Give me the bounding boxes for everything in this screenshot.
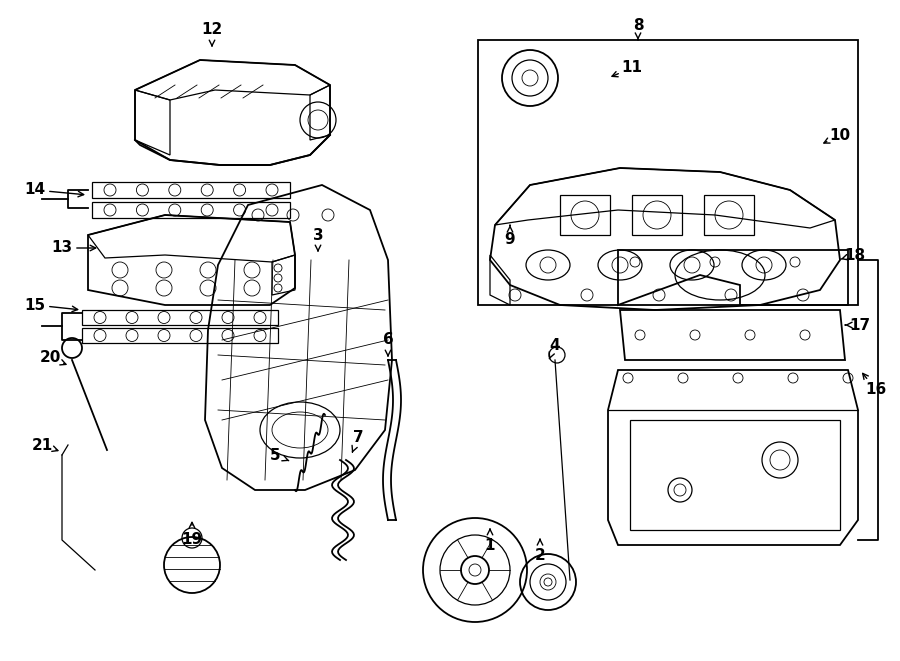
Bar [478,40,858,305]
Bar [92,182,290,198]
Text: 11: 11 [622,61,643,75]
Text: 16: 16 [866,383,886,397]
Text: 8: 8 [633,17,643,32]
Text: 15: 15 [24,297,46,313]
Text: 10: 10 [830,128,850,143]
Bar [560,195,610,235]
Text: 18: 18 [844,247,866,262]
Bar [704,195,754,235]
Text: 1: 1 [485,537,495,553]
Text: 21: 21 [32,438,52,453]
Bar [82,310,278,325]
Text: 14: 14 [24,182,46,198]
Bar [630,420,840,530]
Text: 4: 4 [550,338,561,352]
Text: 20: 20 [40,350,60,366]
Text: 3: 3 [312,227,323,243]
Text: 6: 6 [382,332,393,348]
Text: 2: 2 [535,547,545,563]
Text: 13: 13 [51,241,73,256]
Text: 19: 19 [182,533,202,547]
Text: 17: 17 [850,317,870,332]
Text: 9: 9 [505,233,516,247]
Bar [632,195,682,235]
Text: 12: 12 [202,22,222,38]
Text: 5: 5 [270,447,280,463]
Bar [92,202,290,218]
Text: 7: 7 [353,430,364,446]
Bar [82,328,278,343]
